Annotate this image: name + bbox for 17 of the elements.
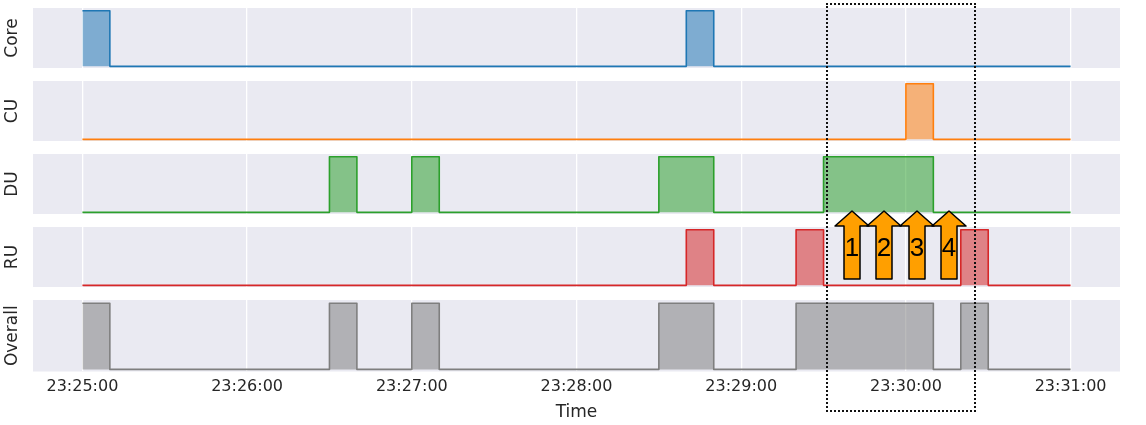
x-tick-label: 23:29:00 bbox=[705, 376, 778, 396]
x-tick-label: 23:30:00 bbox=[869, 376, 942, 396]
x-tick-label: 23:27:00 bbox=[375, 376, 448, 396]
annotation: 3 bbox=[908, 232, 926, 263]
y-axis-title: RU bbox=[0, 244, 21, 270]
x-tick-label: 23:31:00 bbox=[1034, 376, 1107, 396]
x-tick-label: 23:28:00 bbox=[540, 376, 613, 396]
y-axis-title: CU bbox=[0, 98, 21, 124]
annotation: 2 bbox=[875, 232, 893, 263]
annotation: 1 bbox=[843, 232, 861, 263]
annotation: 4 bbox=[940, 232, 958, 263]
y-axis-title: DU bbox=[0, 171, 21, 197]
x-tick-label: 23:25:00 bbox=[46, 376, 119, 396]
y-axis-title: Overall bbox=[0, 305, 21, 367]
y-axis-title: Core bbox=[0, 18, 21, 58]
x-axis-title: Time bbox=[554, 401, 598, 422]
x-tick-label: 23:26:00 bbox=[211, 376, 284, 396]
